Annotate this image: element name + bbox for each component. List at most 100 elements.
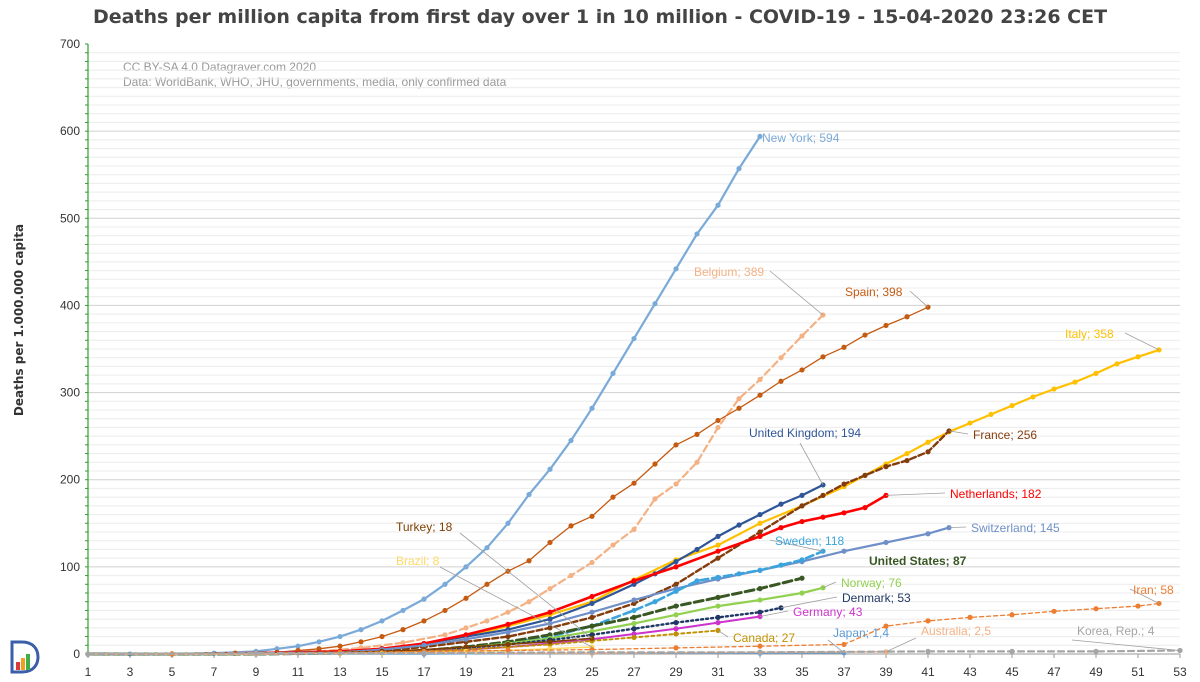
data-point: [631, 620, 637, 627]
data-point: [715, 574, 721, 580]
x-tick-label: 27: [627, 665, 641, 679]
data-point: [568, 523, 574, 529]
data-point: [442, 632, 448, 638]
data-point: [652, 461, 658, 467]
data-point: [589, 609, 595, 615]
series-label: Canada; 27: [733, 631, 795, 645]
x-tick-label: 1: [85, 665, 92, 679]
data-point: [736, 396, 742, 402]
data-point: [841, 344, 847, 350]
data-point: [547, 625, 553, 631]
data-point: [778, 378, 784, 384]
data-point: [673, 266, 679, 272]
data-point: [442, 581, 448, 587]
data-point: [715, 603, 721, 609]
series-label: United States; 87: [869, 554, 967, 568]
label-leader: [759, 610, 789, 617]
data-point: [1009, 612, 1015, 618]
series-label: Switzerland; 145: [971, 521, 1060, 535]
data-point: [925, 618, 931, 624]
data-point: [526, 558, 532, 564]
data-point: [862, 332, 868, 338]
data-point: [778, 501, 784, 507]
data-point: [862, 505, 868, 511]
series-label: New York; 594: [762, 131, 840, 145]
data-point: [379, 618, 385, 624]
data-point: [610, 494, 616, 500]
data-point: [505, 641, 511, 648]
data-point: [547, 466, 553, 472]
label-leader: [885, 492, 946, 496]
series-label: Iran; 58: [1133, 583, 1174, 597]
data-point: [799, 503, 805, 509]
data-point: [1051, 608, 1057, 614]
data-point: [1051, 386, 1057, 392]
y-tick-label: 500: [60, 211, 80, 225]
label-leader: [909, 290, 929, 308]
data-point: [673, 603, 679, 609]
x-tick-label: 31: [711, 665, 725, 679]
data-point: [1009, 648, 1015, 654]
data-point: [316, 646, 322, 652]
data-point: [673, 564, 679, 570]
data-point: [631, 626, 637, 632]
data-point: [925, 439, 931, 445]
data-point: [757, 520, 763, 526]
data-point: [736, 571, 742, 577]
data-point: [757, 643, 763, 649]
series-line: [86, 348, 1161, 656]
data-point: [589, 593, 595, 600]
data-point: [421, 650, 427, 656]
data-point: [820, 548, 826, 554]
data-point: [673, 612, 679, 618]
series-label: Turkey; 18: [396, 520, 453, 534]
data-point: [484, 581, 490, 587]
data-point: [673, 645, 679, 651]
x-tick-label: 21: [501, 665, 515, 679]
data-point: [463, 564, 469, 570]
data-point: [505, 629, 511, 635]
data-point: [820, 514, 826, 520]
data-point: [631, 614, 637, 621]
data-point: [715, 594, 721, 600]
data-point: [694, 546, 700, 553]
x-tick-label: 17: [417, 665, 431, 679]
x-tick-label: 9: [253, 665, 260, 679]
data-point: [778, 355, 784, 361]
data-point: [589, 614, 595, 621]
data-point: [547, 586, 553, 592]
data-point: [547, 620, 553, 627]
y-tick-label: 700: [60, 37, 80, 51]
series-label: Belgium; 389: [694, 265, 764, 279]
x-tick-label: 3: [127, 665, 134, 679]
data-point: [484, 545, 490, 551]
data-point: [526, 491, 532, 498]
data-point: [694, 431, 700, 437]
data-point: [715, 202, 721, 208]
series-label: Denmark; 53: [842, 591, 911, 605]
data-point: [925, 648, 931, 654]
data-point: [568, 437, 574, 444]
data-point: [736, 522, 742, 528]
x-tick-label: 35: [795, 665, 809, 679]
data-point: [631, 526, 637, 532]
series-line: [86, 313, 825, 656]
data-point: [757, 376, 763, 383]
data-point: [799, 367, 805, 373]
data-point: [400, 640, 406, 646]
series-line: [87, 602, 1160, 655]
data-point: [589, 513, 595, 519]
data-point: [883, 623, 889, 629]
label-leader: [1129, 588, 1160, 604]
series-new-york: [85, 133, 763, 657]
data-point: [715, 542, 721, 548]
data-point: [757, 511, 763, 518]
label-leader: [827, 639, 845, 654]
x-tick-label: 25: [585, 665, 599, 679]
data-point: [463, 625, 469, 631]
data-point: [463, 644, 469, 650]
data-point: [715, 555, 721, 561]
data-point: [337, 633, 343, 640]
